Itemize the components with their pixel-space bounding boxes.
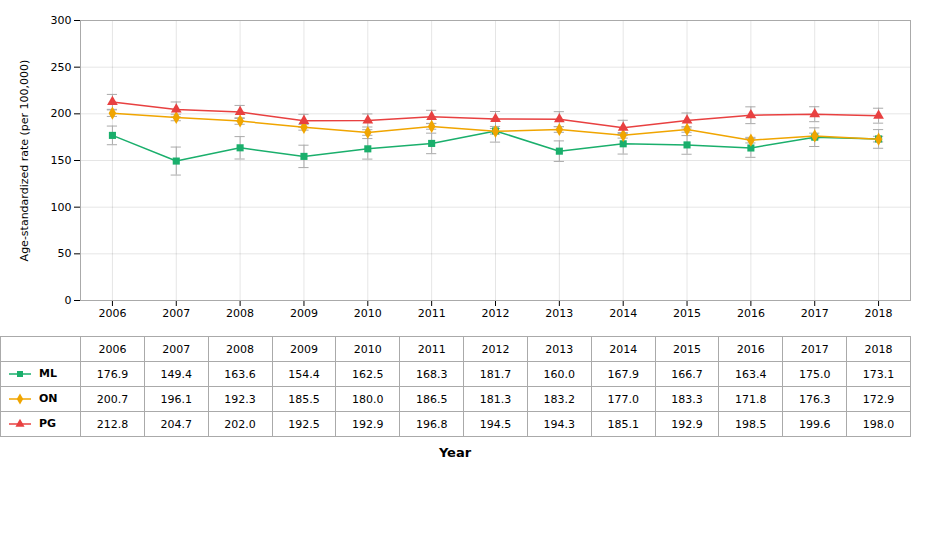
html-text:186.5: 186.5 [415, 392, 448, 406]
html-text:212.8: 212.8 [96, 417, 129, 431]
html-text:167.9: 167.9 [607, 367, 639, 381]
html-text:176.9: 176.9 [96, 367, 129, 381]
svg-text:2015: 2015 [673, 307, 701, 320]
svg-text:150: 150 [51, 154, 72, 167]
html-text:2016: 2016 [736, 342, 765, 356]
svg-text:2006: 2006 [98, 307, 126, 320]
html-text:198.0: 198.0 [862, 417, 895, 431]
html-text:2007: 2007 [162, 342, 191, 356]
html-text:163.6: 163.6 [224, 367, 256, 381]
html-text:2010: 2010 [353, 342, 382, 356]
html-text:ON: ON [39, 392, 58, 405]
html-text:175.0: 175.0 [799, 367, 831, 381]
html-text:2015: 2015 [673, 342, 701, 356]
html-text:192.9: 192.9 [671, 417, 703, 431]
html-text:168.3: 168.3 [415, 367, 448, 381]
svg-text:2010: 2010 [354, 307, 382, 320]
html-text:172.9: 172.9 [862, 392, 895, 406]
html-text:2009: 2009 [290, 342, 318, 356]
html-text:PG: PG [39, 417, 57, 430]
html-text:2018: 2018 [864, 342, 893, 356]
html-text:173.1: 173.1 [862, 367, 895, 381]
svg-text:0: 0 [65, 294, 72, 307]
html-text:180.0: 180.0 [352, 392, 384, 406]
html-text:166.7: 166.7 [671, 367, 703, 381]
html-text:199.6: 199.6 [799, 417, 831, 431]
html-text:202.0: 202.0 [224, 417, 256, 431]
html-text:2013: 2013 [545, 342, 574, 356]
svg-text:2014: 2014 [609, 307, 637, 320]
html-text:2012: 2012 [481, 342, 510, 356]
svg-text:2011: 2011 [418, 307, 446, 320]
svg-text:2012: 2012 [482, 307, 510, 320]
svg-text:2013: 2013 [545, 307, 573, 320]
html-text:196.8: 196.8 [415, 417, 448, 431]
html-text:196.1: 196.1 [160, 392, 192, 406]
svg-text:200: 200 [51, 107, 72, 120]
svg-text:2007: 2007 [162, 307, 190, 320]
html-text:2014: 2014 [609, 342, 638, 356]
html-text:185.5: 185.5 [288, 392, 320, 406]
html-text:171.8: 171.8 [735, 392, 767, 406]
svg-text:2016: 2016 [737, 307, 765, 320]
svg-text:Age-standardized rate (per 100: Age-standardized rate (per 100,000) [18, 60, 31, 262]
html-text:Year: Year [438, 445, 472, 460]
svg-text:2018: 2018 [865, 307, 893, 320]
html-text:162.5: 162.5 [352, 367, 384, 381]
html-text:2006: 2006 [98, 342, 127, 356]
html-text:192.3: 192.3 [224, 392, 256, 406]
svg-text:2008: 2008 [226, 307, 254, 320]
svg-text:2009: 2009 [290, 307, 318, 320]
html-text:2011: 2011 [417, 342, 446, 356]
html-text:154.4: 154.4 [288, 367, 320, 381]
svg-text:300: 300 [51, 14, 72, 27]
html-text:ML: ML [39, 367, 57, 380]
html-text:185.1: 185.1 [607, 417, 639, 431]
html-text:177.0: 177.0 [607, 392, 639, 406]
svg-text:250: 250 [51, 61, 72, 74]
html-text:163.4: 163.4 [735, 367, 767, 381]
html-text:194.5: 194.5 [479, 417, 512, 431]
html-text:181.7: 181.7 [479, 367, 512, 381]
html-text:181.3: 181.3 [479, 392, 512, 406]
html-text:176.3: 176.3 [799, 392, 831, 406]
html-text:192.9: 192.9 [352, 417, 384, 431]
html-text:200.7: 200.7 [96, 392, 129, 406]
html-text:2008: 2008 [226, 342, 255, 356]
html-text:198.5: 198.5 [735, 417, 767, 431]
html-text:192.5: 192.5 [288, 417, 320, 431]
html-text:149.4: 149.4 [160, 367, 192, 381]
html-text:183.2: 183.2 [543, 392, 576, 406]
html-text:160.0: 160.0 [543, 367, 576, 381]
svg-text:50: 50 [58, 247, 72, 260]
html-text:2017: 2017 [800, 342, 829, 356]
html-text:204.7: 204.7 [160, 417, 192, 431]
svg-text:2017: 2017 [801, 307, 829, 320]
svg-text:100: 100 [51, 201, 72, 214]
html-text:183.3: 183.3 [671, 392, 703, 406]
html-text:194.3: 194.3 [543, 417, 576, 431]
